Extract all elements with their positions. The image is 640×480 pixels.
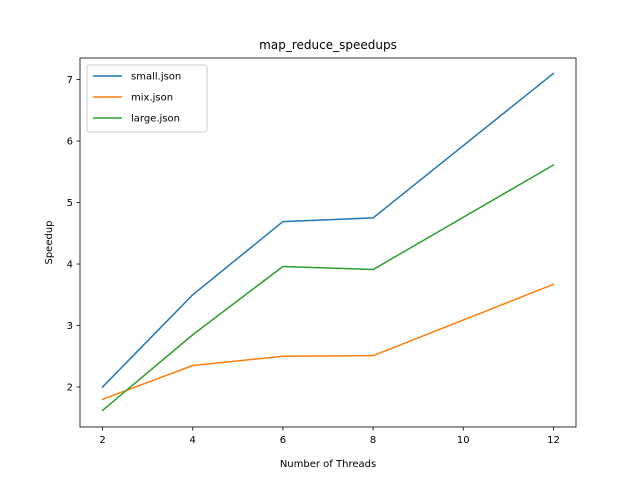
x-tick-label: 6 [280,435,286,446]
legend-box [86,64,208,133]
y-tick-label: 3 [67,321,73,332]
x-axis-label: Number of Threads [280,459,376,470]
legend: small.json mix.json large.json [86,64,208,133]
x-tick-label: 4 [190,435,196,446]
legend-label-large: large.json [131,114,180,125]
y-tick-label: 4 [67,260,73,271]
chart-title: map_reduce_speedups [259,38,397,52]
y-tick-label: 5 [67,198,73,209]
y-axis-label: Speedup [44,220,55,264]
x-axis-ticks: 2 4 6 8 10 12 [99,427,560,446]
legend-label-small: small.json [131,72,181,83]
series-layer [101,72,555,412]
y-tick-label: 7 [67,75,73,86]
x-tick-label: 10 [457,435,470,446]
y-tick-label: 2 [67,383,73,394]
legend-label-mix: mix.json [131,93,173,104]
series-line-large [101,163,555,412]
x-tick-label: 8 [370,435,376,446]
axes-frame [79,57,577,428]
series-line-mix [101,283,555,401]
x-tick-label: 2 [99,435,105,446]
y-tick-label: 6 [67,137,73,148]
y-axis-ticks: 2 3 4 5 6 7 [67,75,80,394]
x-tick-label: 12 [547,435,560,446]
series-line-small [101,72,555,389]
